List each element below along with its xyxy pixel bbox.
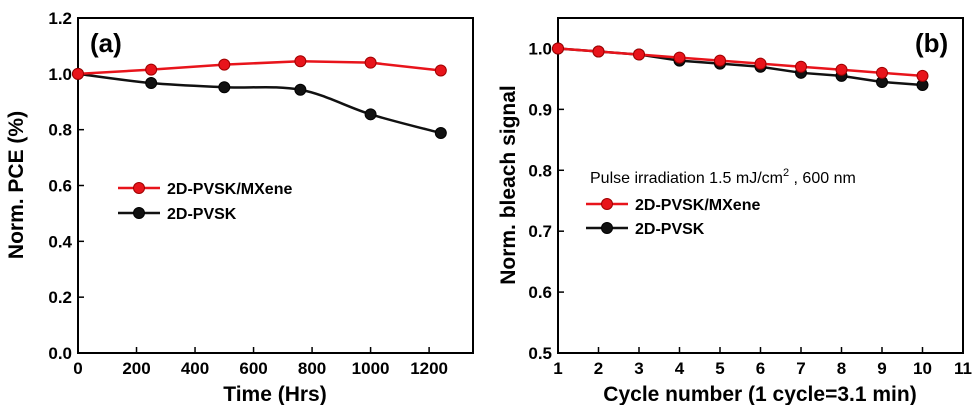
x-axis-title-b: Cycle number (1 cycle=3.1 min)	[603, 383, 916, 405]
legend-item-mxene-a: 2D-PVSK/MXene	[118, 181, 292, 198]
data-point-pvsk-a	[294, 83, 307, 96]
y-tick-label-a: 1.0	[48, 65, 72, 84]
series-line-mxene-b	[557, 47, 923, 78]
x-tick-label-a: 1200	[410, 359, 448, 378]
x-tick-label-a: 200	[122, 359, 150, 378]
panel-label-a: (a)	[90, 28, 122, 58]
data-point-pvsk-a	[434, 127, 447, 140]
x-tick-label-a: 1000	[352, 359, 390, 378]
y-tick-label-a: 1.2	[48, 9, 72, 28]
x-tick-label-a: 600	[239, 359, 267, 378]
data-point-pvsk-a	[364, 108, 377, 121]
y-tick-label-b: 0.9	[528, 100, 552, 119]
legend-label-mxene-b: 2D-PVSK/MXene	[635, 197, 760, 214]
data-point-mxene-b	[714, 54, 726, 67]
legend-label-pvsk-b: 2D-PVSK	[635, 221, 705, 238]
data-point-mxene-b	[633, 48, 645, 61]
x-tick-label-b: 10	[913, 359, 932, 378]
chart-panel-a: (a) Time (Hrs) Norm. PCE (%) 0 200 400 600 8…	[5, 9, 474, 406]
legend-label-pvsk-a: 2D-PVSK	[167, 206, 237, 223]
x-tick-label-a: 0	[73, 359, 82, 378]
y-tick-label-b: 0.8	[528, 161, 552, 180]
legend-item-pvsk-a: 2D-PVSK	[118, 206, 237, 223]
data-point-mxene-b	[835, 63, 848, 76]
legend-a: 2D-PVSK/MXene 2D-PVSK	[118, 181, 292, 223]
data-point-mxene-b	[592, 45, 605, 58]
y-tick-label-a: 0.2	[48, 288, 72, 307]
y-tick-label-b: 0.5	[528, 344, 552, 363]
data-point-mxene-b	[876, 66, 888, 79]
series-line-pvsk-b	[557, 47, 923, 87]
data-point-mxene-a	[294, 55, 307, 68]
x-tick-label-a: 400	[181, 359, 209, 378]
data-point-pvsk-a	[145, 77, 158, 90]
x-tick-label-b: 3	[634, 359, 643, 378]
legend-item-pvsk-b: 2D-PVSK	[586, 221, 705, 238]
series-line-mxene-a	[77, 60, 441, 76]
legend-marker-mxene-b	[601, 198, 613, 210]
x-tick-label-b: 9	[877, 359, 886, 378]
legend-marker-pvsk-a	[133, 207, 145, 219]
data-point-mxene-a	[434, 64, 447, 77]
x-tick-label-b: 8	[837, 359, 846, 378]
x-axis-title-a: Time (Hrs)	[223, 383, 326, 405]
x-tick-label-b: 1	[553, 359, 562, 378]
y-tick-label-b: 0.6	[528, 283, 552, 302]
x-tick-label-b: 7	[796, 359, 805, 378]
data-point-mxene-b	[795, 60, 807, 73]
x-tick-label-b: 6	[756, 359, 765, 378]
x-tick-label-b: 11	[954, 359, 972, 378]
series-line-pvsk-a	[77, 72, 442, 135]
chart-panel-b: (b) Cycle number (1 cycle=3.1 min) Norm.…	[497, 17, 972, 406]
legend-label-mxene-a: 2D-PVSK/MXene	[167, 181, 292, 198]
legend-item-mxene-b: 2D-PVSK/MXene	[586, 197, 760, 214]
legend-marker-mxene-a	[133, 182, 145, 194]
irradiation-note-sup: 2	[783, 167, 789, 179]
x-tick-label-b: 4	[675, 359, 685, 378]
legend-marker-pvsk-b	[601, 222, 613, 234]
legend-b: 2D-PVSK/MXene 2D-PVSK	[586, 197, 760, 238]
x-tick-label-a: 800	[298, 359, 326, 378]
y-tick-label-a: 0.8	[48, 121, 72, 140]
y-tick-label-a: 0.0	[48, 344, 72, 363]
x-tick-label-b: 2	[594, 359, 603, 378]
data-point-pvsk-a	[218, 81, 231, 94]
panel-label-b: (b)	[915, 28, 948, 58]
irradiation-note: Pulse irradiation 1.5 mJ/cm2 , 600 nm	[590, 167, 856, 187]
irradiation-note-text: Pulse irradiation 1.5 mJ/cm	[590, 170, 783, 187]
y-axis-title-b: Norm. bleach signal	[497, 85, 520, 285]
data-point-mxene-a	[72, 67, 84, 80]
y-tick-label-a: 0.6	[48, 177, 72, 196]
y-tick-label-a: 0.4	[48, 232, 72, 251]
data-point-mxene-a	[364, 56, 377, 69]
data-point-mxene-a	[218, 58, 231, 71]
x-tick-label-b: 5	[715, 359, 724, 378]
data-point-mxene-b	[552, 42, 564, 55]
irradiation-note-suffix: , 600 nm	[789, 170, 856, 187]
y-axis-title-a: Norm. PCE (%)	[5, 111, 28, 259]
data-point-mxene-b	[754, 57, 767, 70]
data-point-mxene-a	[145, 63, 158, 76]
data-point-mxene-b	[673, 51, 686, 64]
data-point-mxene-b	[916, 69, 929, 82]
y-tick-label-b: 1.0	[528, 39, 552, 58]
y-tick-label-b: 0.7	[528, 222, 552, 241]
